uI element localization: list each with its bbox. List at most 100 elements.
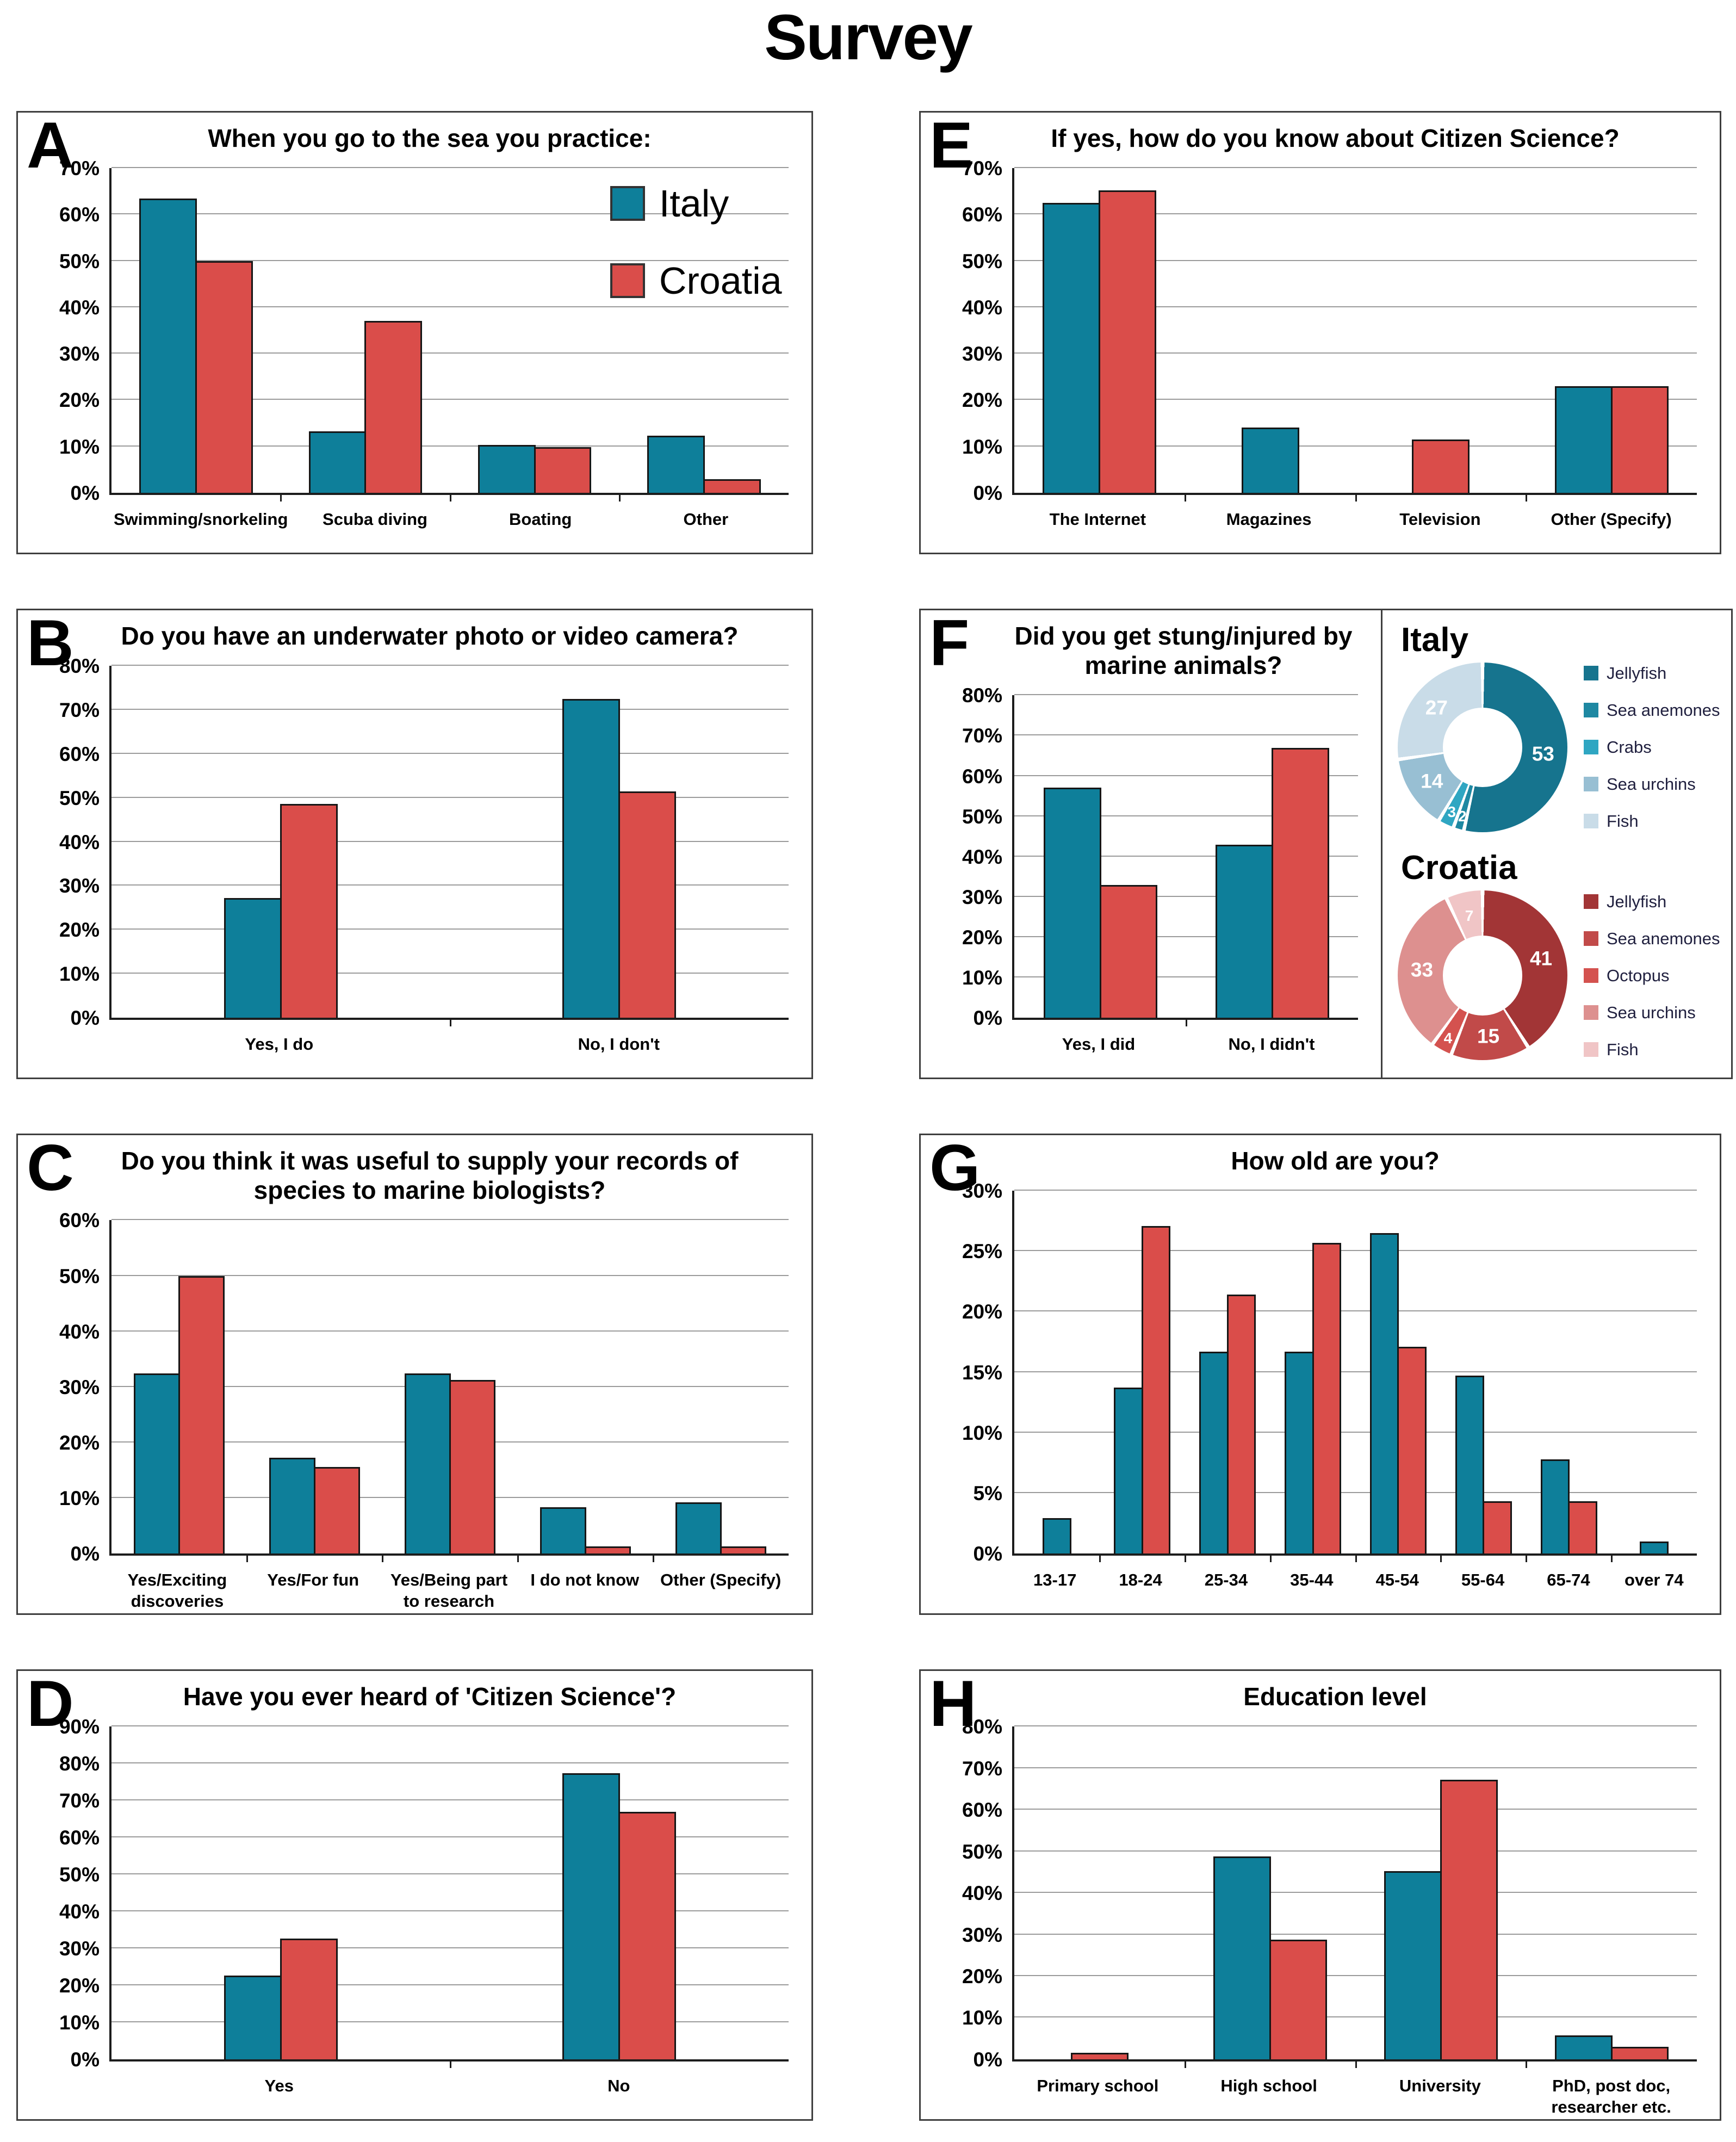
gridline [111,167,789,169]
italy-donut-title: Italy [1401,621,1469,659]
category-label: Yes, I did [1062,1034,1136,1054]
bar-italy [478,445,536,493]
y-tick-label: 80% [962,684,1002,707]
gridline [1014,306,1697,307]
donut-value-label: 2 [1458,807,1467,825]
y-tick-label: 50% [59,787,100,809]
bar-italy [1370,1233,1399,1553]
x-axis-tick [1526,2059,1528,2068]
chart-legend: Italy Croatia [610,184,782,300]
bar-chart-h: 0% 10% 20% 30% 40% 50% 60% 70% 80% Primary school… [962,1717,1697,2116]
gridline [1014,1933,1697,1935]
y-tick-label: 50% [59,1864,100,1886]
bar-group [1014,695,1186,1018]
y-tick-label: 10% [59,2011,100,2034]
y-tick-label: 90% [59,1716,100,1738]
legend-label: Crabs [1607,738,1652,757]
gridline [111,1910,789,1912]
survey-figure: Survey A When you go to the sea you prac… [0,4,1736,2121]
bar-italy [1043,203,1101,493]
panel-a-title: When you go to the sea you practice: [208,123,652,152]
category-label: 35-44 [1290,1570,1334,1589]
plot-area: 0% 10% 20% 30% 40% 50% 60% 70% 80% [962,1717,1697,2070]
y-tick-label: 40% [962,1882,1002,1905]
donut-value-label: 33 [1410,958,1434,981]
plot-area: 0% 10% 20% 30% 40% 50% 60% 70% 80% [962,685,1358,1028]
legend-item: Sea anemones [1584,930,1720,947]
bar-croatia [364,321,423,493]
bar-group [1014,168,1185,493]
bar-group [281,168,450,493]
y-tick-label: 40% [59,1900,100,1923]
bar-croatia [1226,1295,1256,1553]
panel-d: D Have you ever heard of 'Citizen Scienc… [16,1669,813,2121]
y-tick-label: 10% [962,435,1002,458]
panel-d-title: Have you ever heard of 'Citizen Science'… [183,1682,677,1711]
bar-italy [269,1458,315,1553]
y-tick-label: 70% [59,699,100,721]
panel-grid: A When you go to the sea you practice: 0… [16,108,1733,2121]
x-labels: The Internet Magazines Television Other (Sp… [1012,500,1697,547]
x-labels: Swimming/snorkeling Scuba diving Boating Ot… [109,500,789,547]
donut-row: 53 2 3 14 27 Jellyfish Sea anemones Crabs Sea ur… [1398,662,1720,832]
bar-croatia [195,261,253,493]
category-label: Yes/Being part to research [390,1570,508,1611]
panel-h-letter: H [929,1667,977,1740]
legend-item: Jellyfish [1584,665,1720,682]
legend-swatch [1584,931,1598,946]
gridline [1014,1892,1697,1893]
y-tick-label: 0% [70,1006,100,1029]
gridline [1014,167,1697,169]
category-label: No, I don't [578,1034,660,1054]
category-label: 55-64 [1461,1570,1505,1589]
donut-value-label: 14 [1421,770,1443,793]
bar-group [1526,168,1697,493]
donut-ring: 41 15 4 33 7 [1398,890,1567,1061]
y-tick-label: 60% [962,765,1002,788]
bar-chart-a: 0% 10% 20% 30% 40% 50% 60% 70% Italy Croatia Swimm… [59,158,789,547]
x-axis-tick [1184,2059,1186,2068]
panel-f: F Did you get stung/injured by marine an… [919,608,1382,1079]
bar-group [1186,695,1358,1018]
gridline [111,445,789,447]
x-axis-tick [449,2059,451,2068]
legend-item: Jellyfish [1584,893,1720,910]
category-label: I do not know [530,1570,640,1589]
y-tick-label: 0% [70,481,100,504]
category-label: Primary school [1037,2076,1159,2095]
y-tick-label: 30% [962,343,1002,366]
x-axis-tick [618,493,621,502]
y-tick-label: 20% [962,389,1002,412]
italy-donut-chart: 53 2 3 14 27 Jellyfish Sea anemones Crabs Sea ur… [1398,662,1720,832]
y-tick-label: 20% [962,1301,1002,1323]
bar-italy [139,198,197,493]
donut-value-label: 3 [1447,803,1456,821]
gridline [111,306,789,307]
panel-f-row: F Did you get stung/injured by marine an… [919,608,1733,1079]
x-axis-tick [517,1553,519,1562]
legend-item: Fish [1584,813,1720,829]
donut-value-label: 4 [1443,1030,1453,1047]
legend-swatch [1584,968,1598,983]
legend-item: Sea urchins [1584,776,1720,793]
bar-croatia [1397,1346,1427,1553]
bar-group [619,168,789,493]
y-tick-label: 0% [973,481,1002,504]
bar-group [1441,1191,1526,1553]
y-tick-label: 60% [59,1209,100,1232]
y-tick-label: 40% [962,296,1002,319]
panel-g-title: How old are you? [1231,1146,1440,1175]
category-label: Yes [264,2076,294,2095]
category-label: Magazines [1226,509,1312,529]
panel-e-letter: E [929,108,974,182]
donut-value-label: 7 [1465,907,1474,925]
y-tick-label: 30% [59,875,100,897]
bar-italy [1285,1351,1314,1553]
x-axis-tick [449,493,451,502]
bar-croatia [280,1939,338,2059]
bar-croatia [1099,190,1157,493]
y-tick-label: 60% [59,742,100,765]
x-axis-tick [1526,493,1528,502]
bar-italy [1554,386,1613,493]
gridline [1014,1431,1697,1433]
